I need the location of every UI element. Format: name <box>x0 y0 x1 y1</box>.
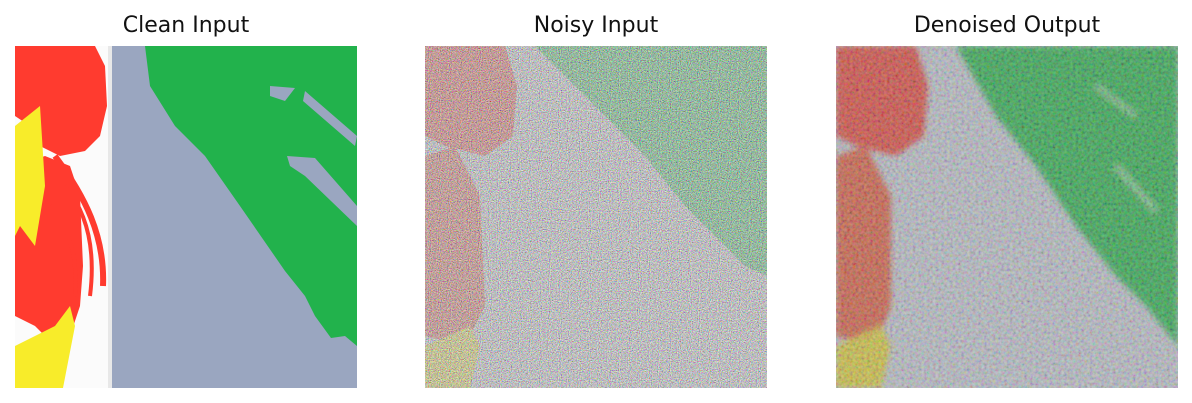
panel-denoised: Denoised Output <box>836 0 1178 403</box>
panel-clean: Clean Input <box>15 0 357 403</box>
clean-image <box>15 46 357 388</box>
noisy-scene <box>425 46 767 388</box>
noisy-image <box>425 46 767 388</box>
denoised-image <box>836 46 1178 388</box>
panel-noisy: Noisy Input <box>425 0 767 403</box>
denoised-scene <box>836 46 1178 388</box>
panel-title: Denoised Output <box>913 13 1101 38</box>
panel-title: Noisy Input <box>533 13 659 38</box>
panel-title: Clean Input <box>122 13 250 38</box>
clean-scene <box>15 46 357 388</box>
